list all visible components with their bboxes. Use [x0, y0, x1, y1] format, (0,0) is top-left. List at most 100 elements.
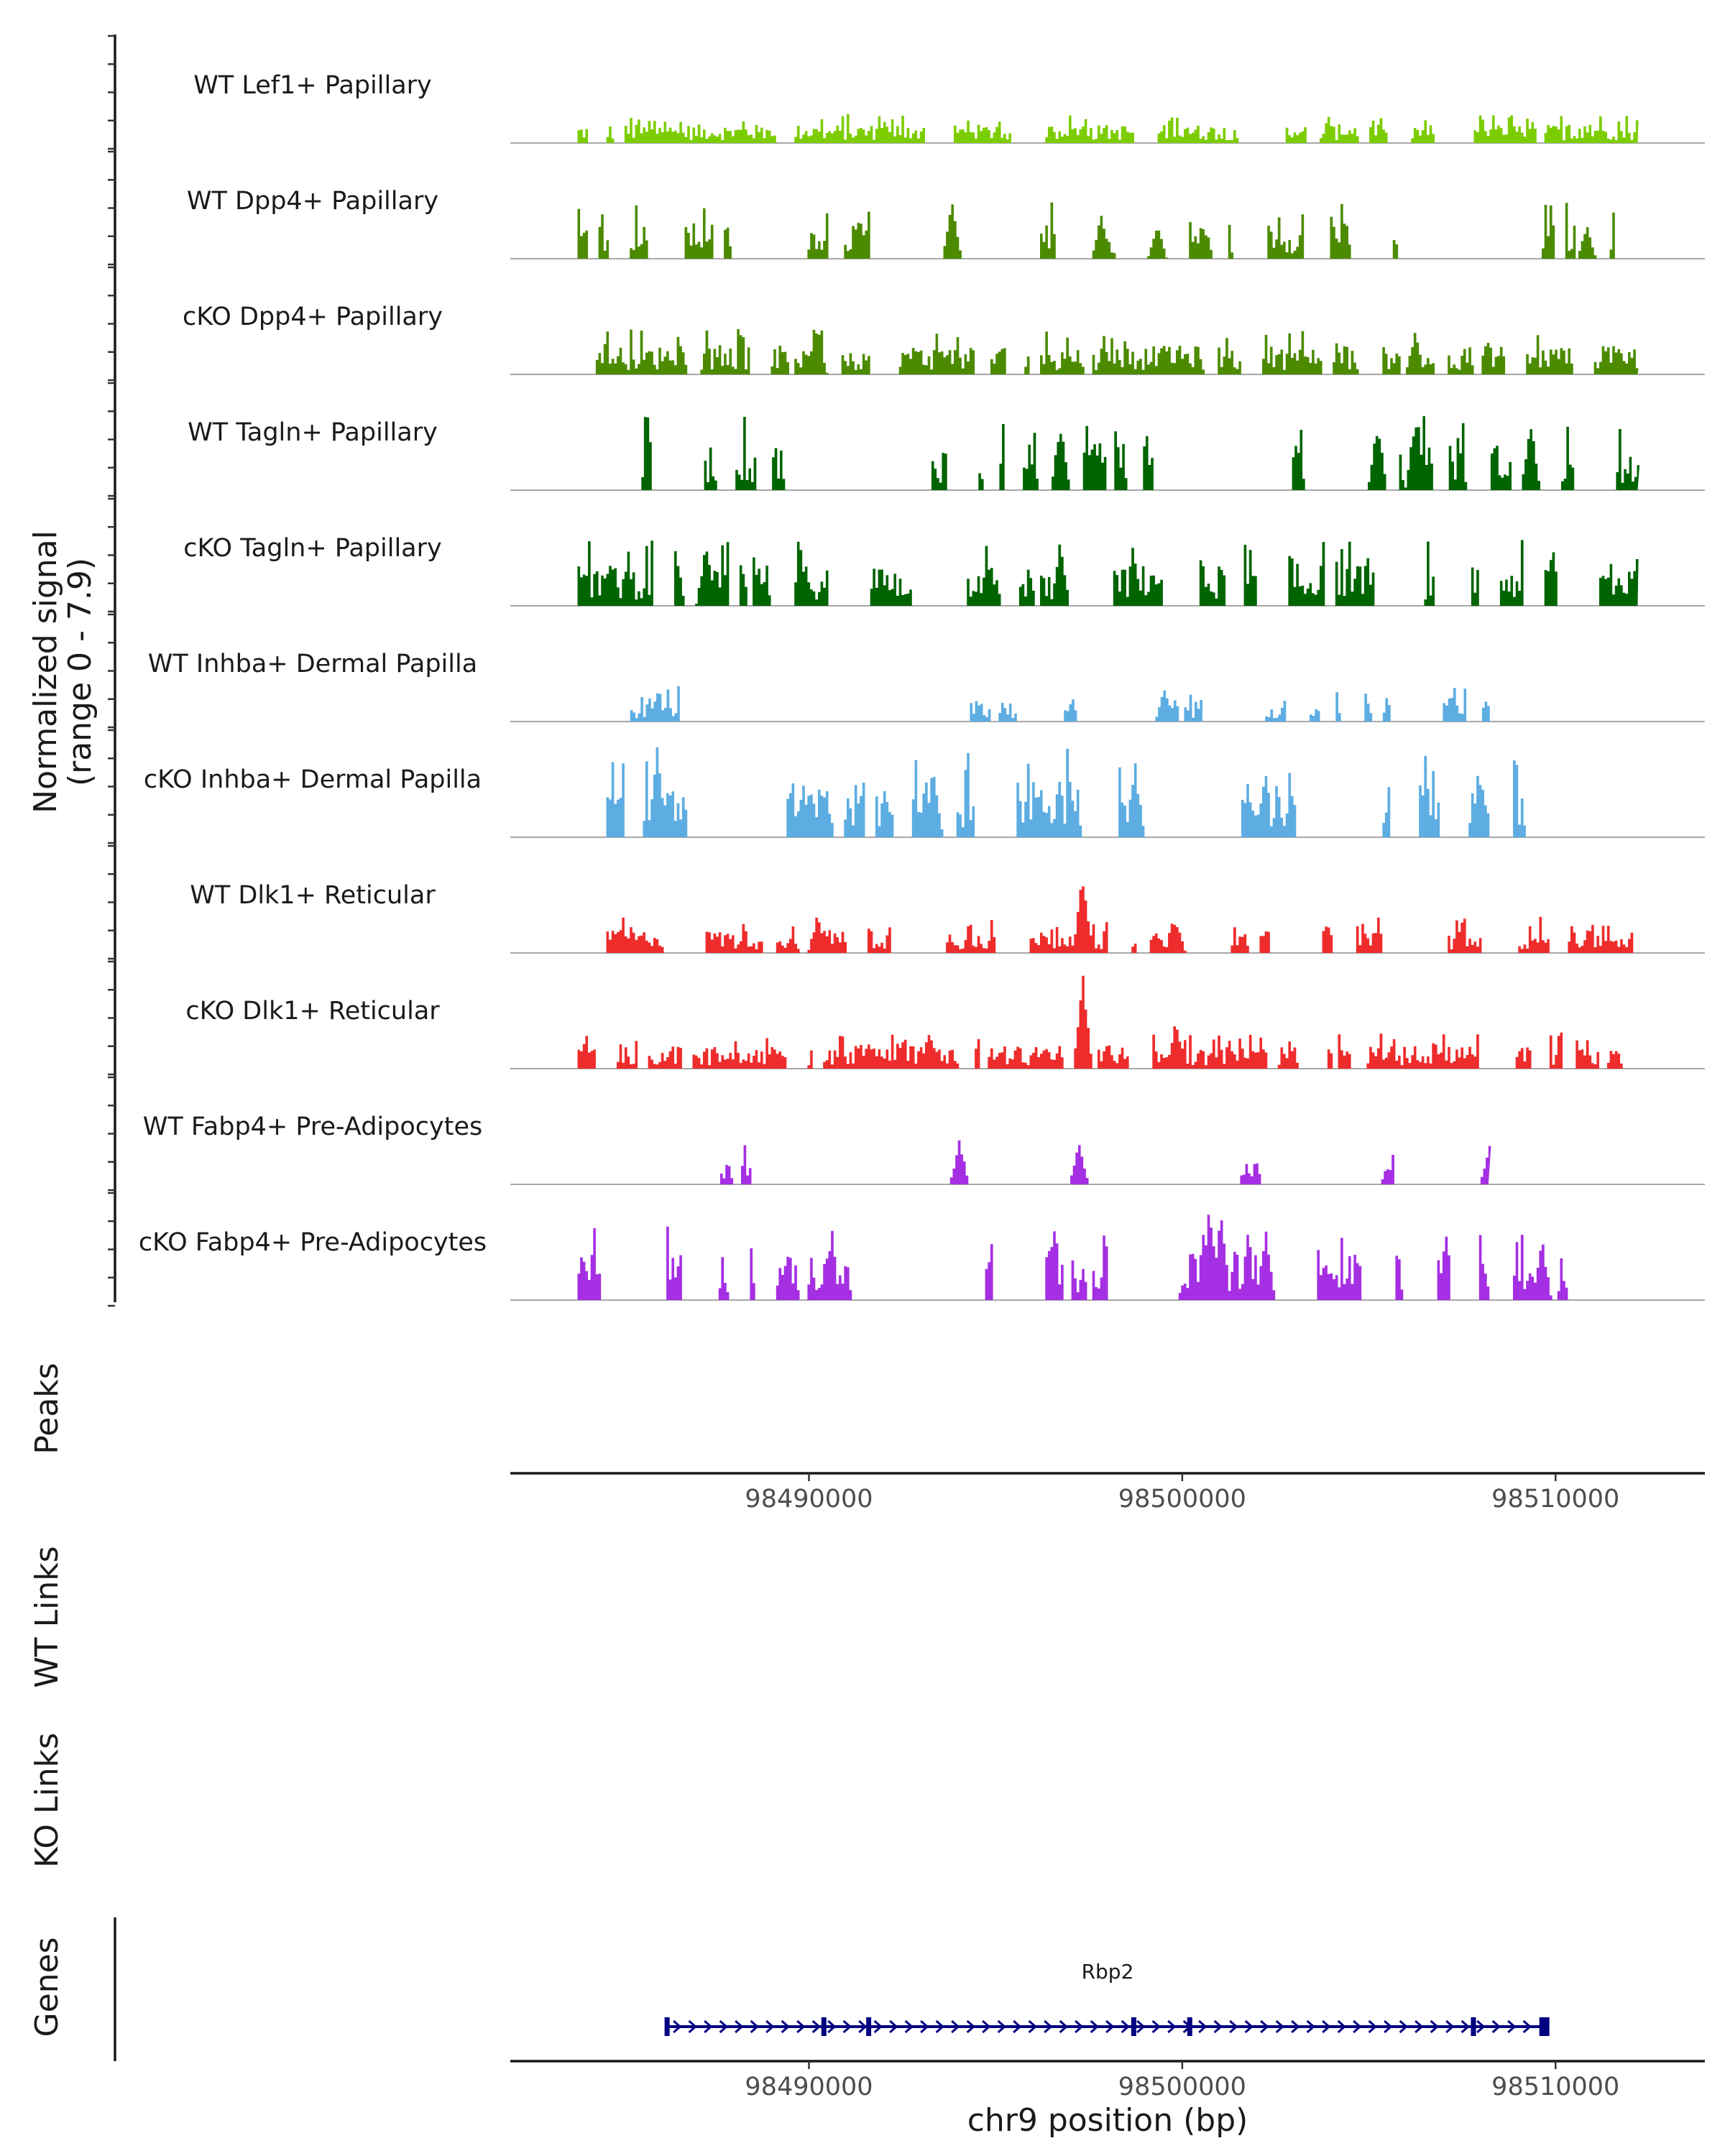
strand-arrow	[1337, 2019, 1346, 2034]
x-tick-label: 98510000	[1491, 1485, 1619, 1514]
strand-arrow	[1460, 2019, 1470, 2034]
strand-arrow	[1059, 2019, 1068, 2034]
strand-arrow	[1445, 2019, 1455, 2034]
strand-arrow	[920, 2019, 929, 2034]
strand-arrow	[688, 2019, 697, 2034]
strand-arrow	[765, 2019, 775, 2034]
strand-arrow	[1353, 2019, 1362, 2034]
strand-arrow	[889, 2019, 898, 2034]
x-tick-label: 98490000	[745, 2073, 873, 2101]
x-axis-title: chr9 position (bp)	[967, 2102, 1248, 2139]
track-label: cKO Tagln+ Papillary	[183, 534, 442, 563]
wt-links-panel-label: WT Links	[29, 1546, 65, 1687]
track-3: cKO Dpp4+ Papillary	[183, 303, 1705, 375]
track-label: WT Lef1+ Papillary	[193, 71, 432, 100]
track-11: cKO Fabp4+ Pre-Adipocytes	[139, 1215, 1705, 1301]
x-tick-label: 98510000	[1491, 2073, 1619, 2101]
x-axis-ticks-top: 98490000 98500000 98510000	[745, 1473, 1619, 1514]
signal-y-axis-ticks	[108, 34, 115, 1307]
strand-arrow	[1368, 2019, 1377, 2034]
strand-arrow	[781, 2019, 790, 2034]
strand-arrow	[704, 2019, 713, 2034]
track-5: cKO Tagln+ Papillary	[183, 534, 1705, 607]
track-signal	[577, 886, 1639, 953]
strand-arrow	[1013, 2019, 1022, 2034]
strand-arrow	[1522, 2019, 1532, 2034]
strand-arrow	[719, 2019, 728, 2034]
coverage-tracks: WT Lef1+ Papillary WT Dpp4+ Papillary cKO …	[139, 71, 1705, 1301]
x-tick-label: 98490000	[745, 1485, 873, 1514]
strand-arrow	[1322, 2019, 1331, 2034]
strand-arrow	[1136, 2019, 1146, 2034]
gene-exon	[1187, 2017, 1192, 2036]
strand-arrow	[1430, 2019, 1439, 2034]
strand-arrow	[1198, 2019, 1208, 2034]
strand-arrow	[997, 2019, 1006, 2034]
y-axis-range: (range 0 - 7.9)	[62, 558, 98, 786]
gene-exon	[1131, 2017, 1136, 2036]
strand-arrow	[1028, 2019, 1037, 2034]
track-2: WT Dpp4+ Papillary	[187, 187, 1705, 259]
strand-arrow	[1476, 2019, 1486, 2034]
gene-exon	[1539, 2017, 1550, 2036]
strand-arrow	[1121, 2019, 1130, 2034]
track-signal	[577, 975, 1639, 1069]
track-1: WT Lef1+ Papillary	[193, 71, 1705, 144]
track-7: cKO Inhba+ Dermal Papilla	[144, 747, 1705, 838]
strand-arrow	[735, 2019, 744, 2034]
strand-arrow	[966, 2019, 975, 2034]
strand-arrow	[982, 2019, 991, 2034]
strand-arrow	[1291, 2019, 1300, 2034]
track-signal	[577, 114, 1639, 143]
strand-arrow	[811, 2019, 821, 2034]
strand-arrow	[951, 2019, 960, 2034]
strand-arrow	[1105, 2019, 1115, 2034]
track-label: WT Dpp4+ Papillary	[187, 187, 438, 216]
track-signal	[577, 540, 1639, 606]
y-axis-title: Normalized signal	[27, 530, 64, 814]
strand-arrow	[1213, 2019, 1223, 2034]
track-label: cKO Fabp4+ Pre-Adipocytes	[139, 1228, 487, 1257]
strand-arrow	[1507, 2019, 1517, 2034]
track-9: cKO Dlk1+ Reticular	[185, 975, 1705, 1069]
gene-exon	[1471, 2017, 1476, 2036]
strand-arrow	[1491, 2019, 1501, 2034]
strand-arrow	[1167, 2019, 1177, 2034]
ko-links-panel-label: KO Links	[29, 1733, 65, 1868]
strand-arrow	[842, 2019, 852, 2034]
track-signal	[577, 202, 1639, 259]
x-axis-ticks-bottom: 98490000 98500000 98510000	[745, 2061, 1619, 2101]
track-label: WT Fabp4+ Pre-Adipocytes	[143, 1112, 482, 1141]
strand-arrow	[1306, 2019, 1315, 2034]
gene-model: Rbp2	[664, 1960, 1550, 2036]
strand-arrow	[1151, 2019, 1161, 2034]
x-tick-label: 98500000	[1118, 2073, 1246, 2101]
peaks-panel-label: Peaks	[29, 1363, 65, 1454]
x-tick-label: 98500000	[1118, 1485, 1246, 1514]
gene-exon	[664, 2017, 670, 2036]
strand-arrow	[858, 2019, 868, 2034]
track-signal	[633, 416, 1640, 490]
gene-name: Rbp2	[1082, 1960, 1134, 1984]
track-signal	[678, 1140, 1491, 1184]
strand-arrow	[1275, 2019, 1284, 2034]
strand-arrow	[827, 2019, 837, 2034]
track-label: WT Tagln+ Papillary	[188, 418, 438, 447]
strand-arrow	[873, 2019, 883, 2034]
strand-arrow	[1384, 2019, 1393, 2034]
strand-arrow	[904, 2019, 914, 2034]
strand-arrow	[1399, 2019, 1408, 2034]
strand-arrow	[796, 2019, 806, 2034]
track-label: WT Inhba+ Dermal Papilla	[148, 650, 477, 678]
strand-arrow	[673, 2019, 682, 2034]
strand-arrow	[1090, 2019, 1099, 2034]
track-10: WT Fabp4+ Pre-Adipocytes	[143, 1112, 1705, 1185]
strand-arrow	[1044, 2019, 1053, 2034]
strand-arrow	[1260, 2019, 1269, 2034]
strand-arrow	[1075, 2019, 1084, 2034]
genes-panel-label: Genes	[29, 1937, 65, 2037]
gene-exon	[866, 2017, 872, 2036]
gene-exon	[821, 2017, 827, 2036]
track-4: WT Tagln+ Papillary	[188, 416, 1705, 491]
